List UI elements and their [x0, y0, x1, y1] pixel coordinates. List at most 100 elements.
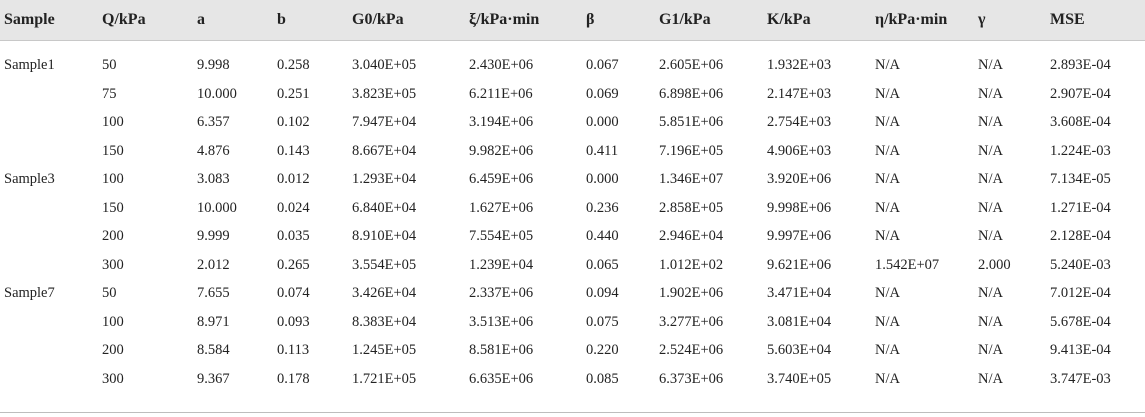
cell-eta: N/A: [875, 285, 900, 301]
cell-beta: 0.065: [586, 256, 619, 273]
cell-q: 100: [102, 114, 124, 130]
cell-a: 10.000: [197, 85, 237, 102]
header-gamma: γ: [978, 11, 986, 28]
cell-mse: 5.240E-03: [1050, 256, 1111, 273]
cell-mse: 9.413E-04: [1050, 342, 1111, 358]
cell-eta: N/A: [875, 199, 900, 216]
cell-beta: 0.236: [586, 199, 619, 216]
table-row: Sample7 50 7.655 0.074 3.426E+04 2.337E+06 0.0…: [0, 279, 1145, 307]
cell-q: 150: [102, 199, 124, 216]
cell-gamma: N/A: [978, 114, 1003, 130]
cell-mse: 7.012E-04: [1050, 285, 1111, 301]
cell-xi: 6.635E+06: [469, 370, 534, 387]
cell-xi: 1.627E+06: [469, 199, 534, 216]
table-row: 75 10.000 0.251 3.823E+05 6.211E+06 0.069 6.89…: [0, 80, 1145, 108]
cell-b: 0.074: [277, 285, 310, 301]
cell-q: 200: [102, 228, 124, 244]
table-row: 200 8.584 0.113 1.245E+05 8.581E+06 0.220 2.52…: [0, 336, 1145, 364]
sample-label: Sample1: [4, 57, 55, 73]
cell-eta: N/A: [875, 114, 900, 130]
cell-q: 300: [102, 370, 124, 387]
cell-mse: 5.678E-04: [1050, 313, 1111, 330]
cell-k: 4.906E+03: [767, 142, 832, 159]
cell-g0: 3.823E+05: [352, 85, 417, 102]
header-beta: β: [586, 11, 595, 28]
cell-b: 0.178: [277, 370, 310, 387]
cell-q: 50: [102, 285, 117, 301]
cell-a: 6.357: [197, 114, 230, 130]
table-row: 150 4.876 0.143 8.667E+04 9.982E+06 0.411 7.19…: [0, 137, 1145, 165]
header-sample: Sample: [4, 11, 55, 28]
cell-g1: 1.902E+06: [659, 285, 724, 301]
cell-k: 5.603E+04: [767, 342, 832, 358]
cell-q: 100: [102, 313, 124, 330]
table-header-row: Sample Q/kPa a b G0/kPa ξ/kPa·min β G1/k…: [0, 0, 1145, 40]
cell-mse: 1.224E-03: [1050, 142, 1111, 159]
cell-b: 0.258: [277, 57, 310, 73]
header-mse: MSE: [1050, 11, 1085, 28]
sample-label: Sample3: [4, 171, 55, 187]
cell-g0: 7.947E+04: [352, 114, 417, 130]
cell-gamma: N/A: [978, 57, 1003, 73]
header-a: a: [197, 11, 205, 28]
cell-g0: 8.383E+04: [352, 313, 417, 330]
header-g1: G1/kPa: [659, 11, 711, 28]
table-row: Sample1 50 9.998 0.258 3.040E+05 2.430E+06 0.0…: [0, 51, 1145, 79]
cell-g1: 2.605E+06: [659, 57, 724, 73]
cell-b: 0.113: [277, 342, 310, 358]
cell-mse: 7.134E-05: [1050, 171, 1111, 187]
cell-b: 0.024: [277, 199, 310, 216]
cell-xi: 2.430E+06: [469, 57, 534, 73]
cell-k: 1.932E+03: [767, 57, 832, 73]
cell-a: 4.876: [197, 142, 230, 159]
table-row: 200 9.999 0.035 8.910E+04 7.554E+05 0.440 2.94…: [0, 222, 1145, 250]
cell-beta: 0.085: [586, 370, 619, 387]
cell-mse: 2.128E-04: [1050, 228, 1111, 244]
header-b: b: [277, 11, 286, 28]
cell-beta: 0.067: [586, 57, 619, 73]
table-row: 300 9.367 0.178 1.721E+05 6.635E+06 0.085 6.37…: [0, 365, 1145, 393]
cell-b: 0.093: [277, 313, 310, 330]
cell-gamma: N/A: [978, 313, 1003, 330]
cell-k: 3.740E+05: [767, 370, 832, 387]
cell-g1: 5.851E+06: [659, 114, 724, 130]
cell-eta: N/A: [875, 57, 900, 73]
cell-gamma: N/A: [978, 171, 1003, 187]
cell-g1: 2.524E+06: [659, 342, 724, 358]
cell-b: 0.102: [277, 114, 310, 130]
cell-a: 9.367: [197, 370, 230, 387]
cell-q: 150: [102, 142, 124, 159]
cell-g0: 3.426E+04: [352, 285, 417, 301]
cell-beta: 0.094: [586, 285, 619, 301]
cell-a: 8.971: [197, 313, 230, 330]
cell-g1: 2.858E+05: [659, 199, 724, 216]
cell-beta: 0.411: [586, 142, 619, 159]
cell-k: 2.754E+03: [767, 114, 832, 130]
cell-gamma: N/A: [978, 85, 1003, 102]
cell-eta: 1.542E+07: [875, 256, 940, 273]
cell-g0: 1.245E+05: [352, 342, 417, 358]
cell-mse: 3.608E-04: [1050, 114, 1111, 130]
table-row: 100 6.357 0.102 7.947E+04 3.194E+06 0.000 5.85…: [0, 108, 1145, 136]
header-q: Q/kPa: [102, 11, 146, 28]
cell-k: 2.147E+03: [767, 85, 832, 102]
cell-g1: 1.012E+02: [659, 256, 724, 273]
cell-eta: N/A: [875, 228, 900, 244]
cell-gamma: N/A: [978, 228, 1003, 244]
cell-a: 7.655: [197, 285, 230, 301]
cell-g0: 8.910E+04: [352, 228, 417, 244]
cell-k: 3.081E+04: [767, 313, 832, 330]
cell-a: 2.012: [197, 256, 230, 273]
cell-eta: N/A: [875, 342, 900, 358]
cell-mse: 1.271E-04: [1050, 199, 1111, 216]
sample-label: Sample7: [4, 285, 55, 301]
cell-beta: 0.000: [586, 171, 619, 187]
cell-a: 9.999: [197, 228, 230, 244]
cell-mse: 2.907E-04: [1050, 85, 1111, 102]
cell-b: 0.251: [277, 85, 310, 102]
cell-xi: 9.982E+06: [469, 142, 534, 159]
cell-xi: 3.513E+06: [469, 313, 534, 330]
header-divider: [0, 40, 1145, 41]
cell-eta: N/A: [875, 171, 900, 187]
